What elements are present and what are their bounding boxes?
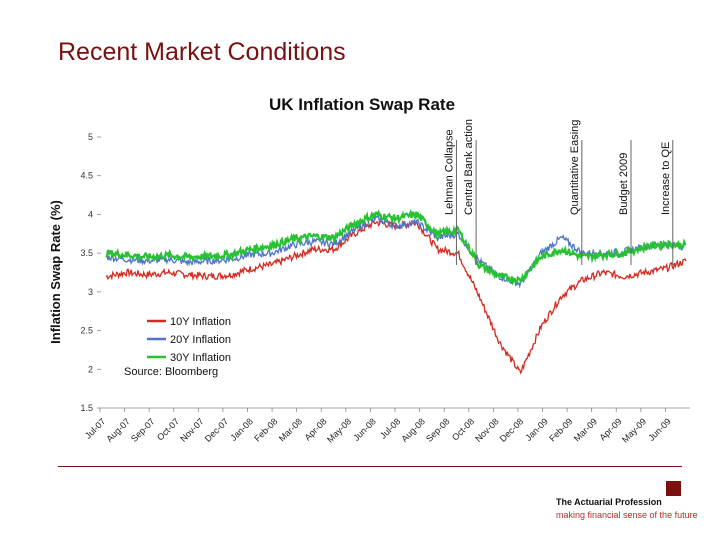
x-tick-label: Feb-08: [252, 416, 279, 443]
brand-name: The Actuarial Profession: [556, 497, 662, 507]
y-tick-label: 4: [88, 209, 93, 219]
series-line: [105, 208, 687, 286]
x-tick-label: Oct-07: [155, 416, 181, 442]
series-line: [105, 215, 687, 289]
x-tick-label: Oct-08: [450, 416, 476, 442]
x-tick-label: May-09: [620, 416, 648, 444]
legend-label: 10Y Inflation: [170, 316, 231, 328]
brand-tagline: making financial sense of the future: [556, 510, 698, 520]
y-tick-label: 2: [88, 364, 93, 374]
chart-title: UK Inflation Swap Rate: [269, 95, 455, 114]
slide-title: Recent Market Conditions: [58, 38, 346, 66]
x-tick-label: Jan-09: [523, 416, 550, 443]
y-axis-ticks: 1.5 2 2.5 3 3.5 4 4.5 5: [80, 132, 101, 413]
footer-rule: [58, 466, 682, 467]
x-tick-label: Mar-09: [572, 416, 599, 443]
y-tick-label: 2.5: [80, 326, 93, 336]
y-tick-label: 3.5: [80, 248, 93, 258]
y-tick-label: 1.5: [80, 403, 93, 413]
event-label: Quantitative Easing: [569, 120, 581, 215]
series-lines: [105, 208, 687, 375]
x-tick-label: Jan-08: [228, 416, 255, 443]
event-label: Lehman Collapse: [443, 129, 455, 215]
brand-logo-square: [666, 481, 681, 496]
event-markers: Lehman Collapse Central Bank action Quanti…: [443, 119, 674, 265]
x-tick-label: Sep-07: [129, 416, 157, 444]
x-tick-label: Nov-07: [178, 416, 206, 444]
inflation-swap-chart: UK Inflation Swap Rate Inflation Swap Ra…: [48, 95, 690, 445]
legend: 10Y Inflation 20Y Inflation 30Y Inflation S…: [124, 316, 231, 378]
x-tick-label: Dec-08: [498, 416, 526, 444]
series-line: [105, 218, 687, 375]
x-tick-label: Sep-08: [424, 416, 452, 444]
source-label: Source: Bloomberg: [124, 366, 218, 378]
y-tick-label: 4.5: [80, 171, 93, 181]
legend-label: 30Y Inflation: [170, 352, 231, 364]
x-tick-label: Feb-09: [547, 416, 574, 443]
x-tick-label: Jun-08: [351, 416, 378, 443]
x-tick-label: Jun-09: [646, 416, 673, 443]
x-tick-label: May-08: [325, 416, 353, 444]
event-label: Budget 2009: [618, 153, 630, 215]
x-tick-label: Nov-08: [473, 416, 501, 444]
event-label: Increase to QE: [660, 142, 672, 215]
x-tick-label: Aug-07: [104, 416, 132, 444]
event-label: Central Bank action: [463, 119, 475, 215]
x-axis: Jul-07Aug-07Sep-07Oct-07Nov-07Dec-07Jan-…: [83, 407, 690, 445]
legend-label: 20Y Inflation: [170, 334, 231, 346]
y-axis-label: Inflation Swap Rate (%): [48, 200, 63, 344]
x-tick-label: Aug-08: [399, 416, 427, 444]
y-tick-label: 3: [88, 287, 93, 297]
y-tick-label: 5: [88, 132, 93, 142]
x-tick-label: Dec-07: [203, 416, 231, 444]
x-tick-label: Mar-08: [277, 416, 304, 443]
